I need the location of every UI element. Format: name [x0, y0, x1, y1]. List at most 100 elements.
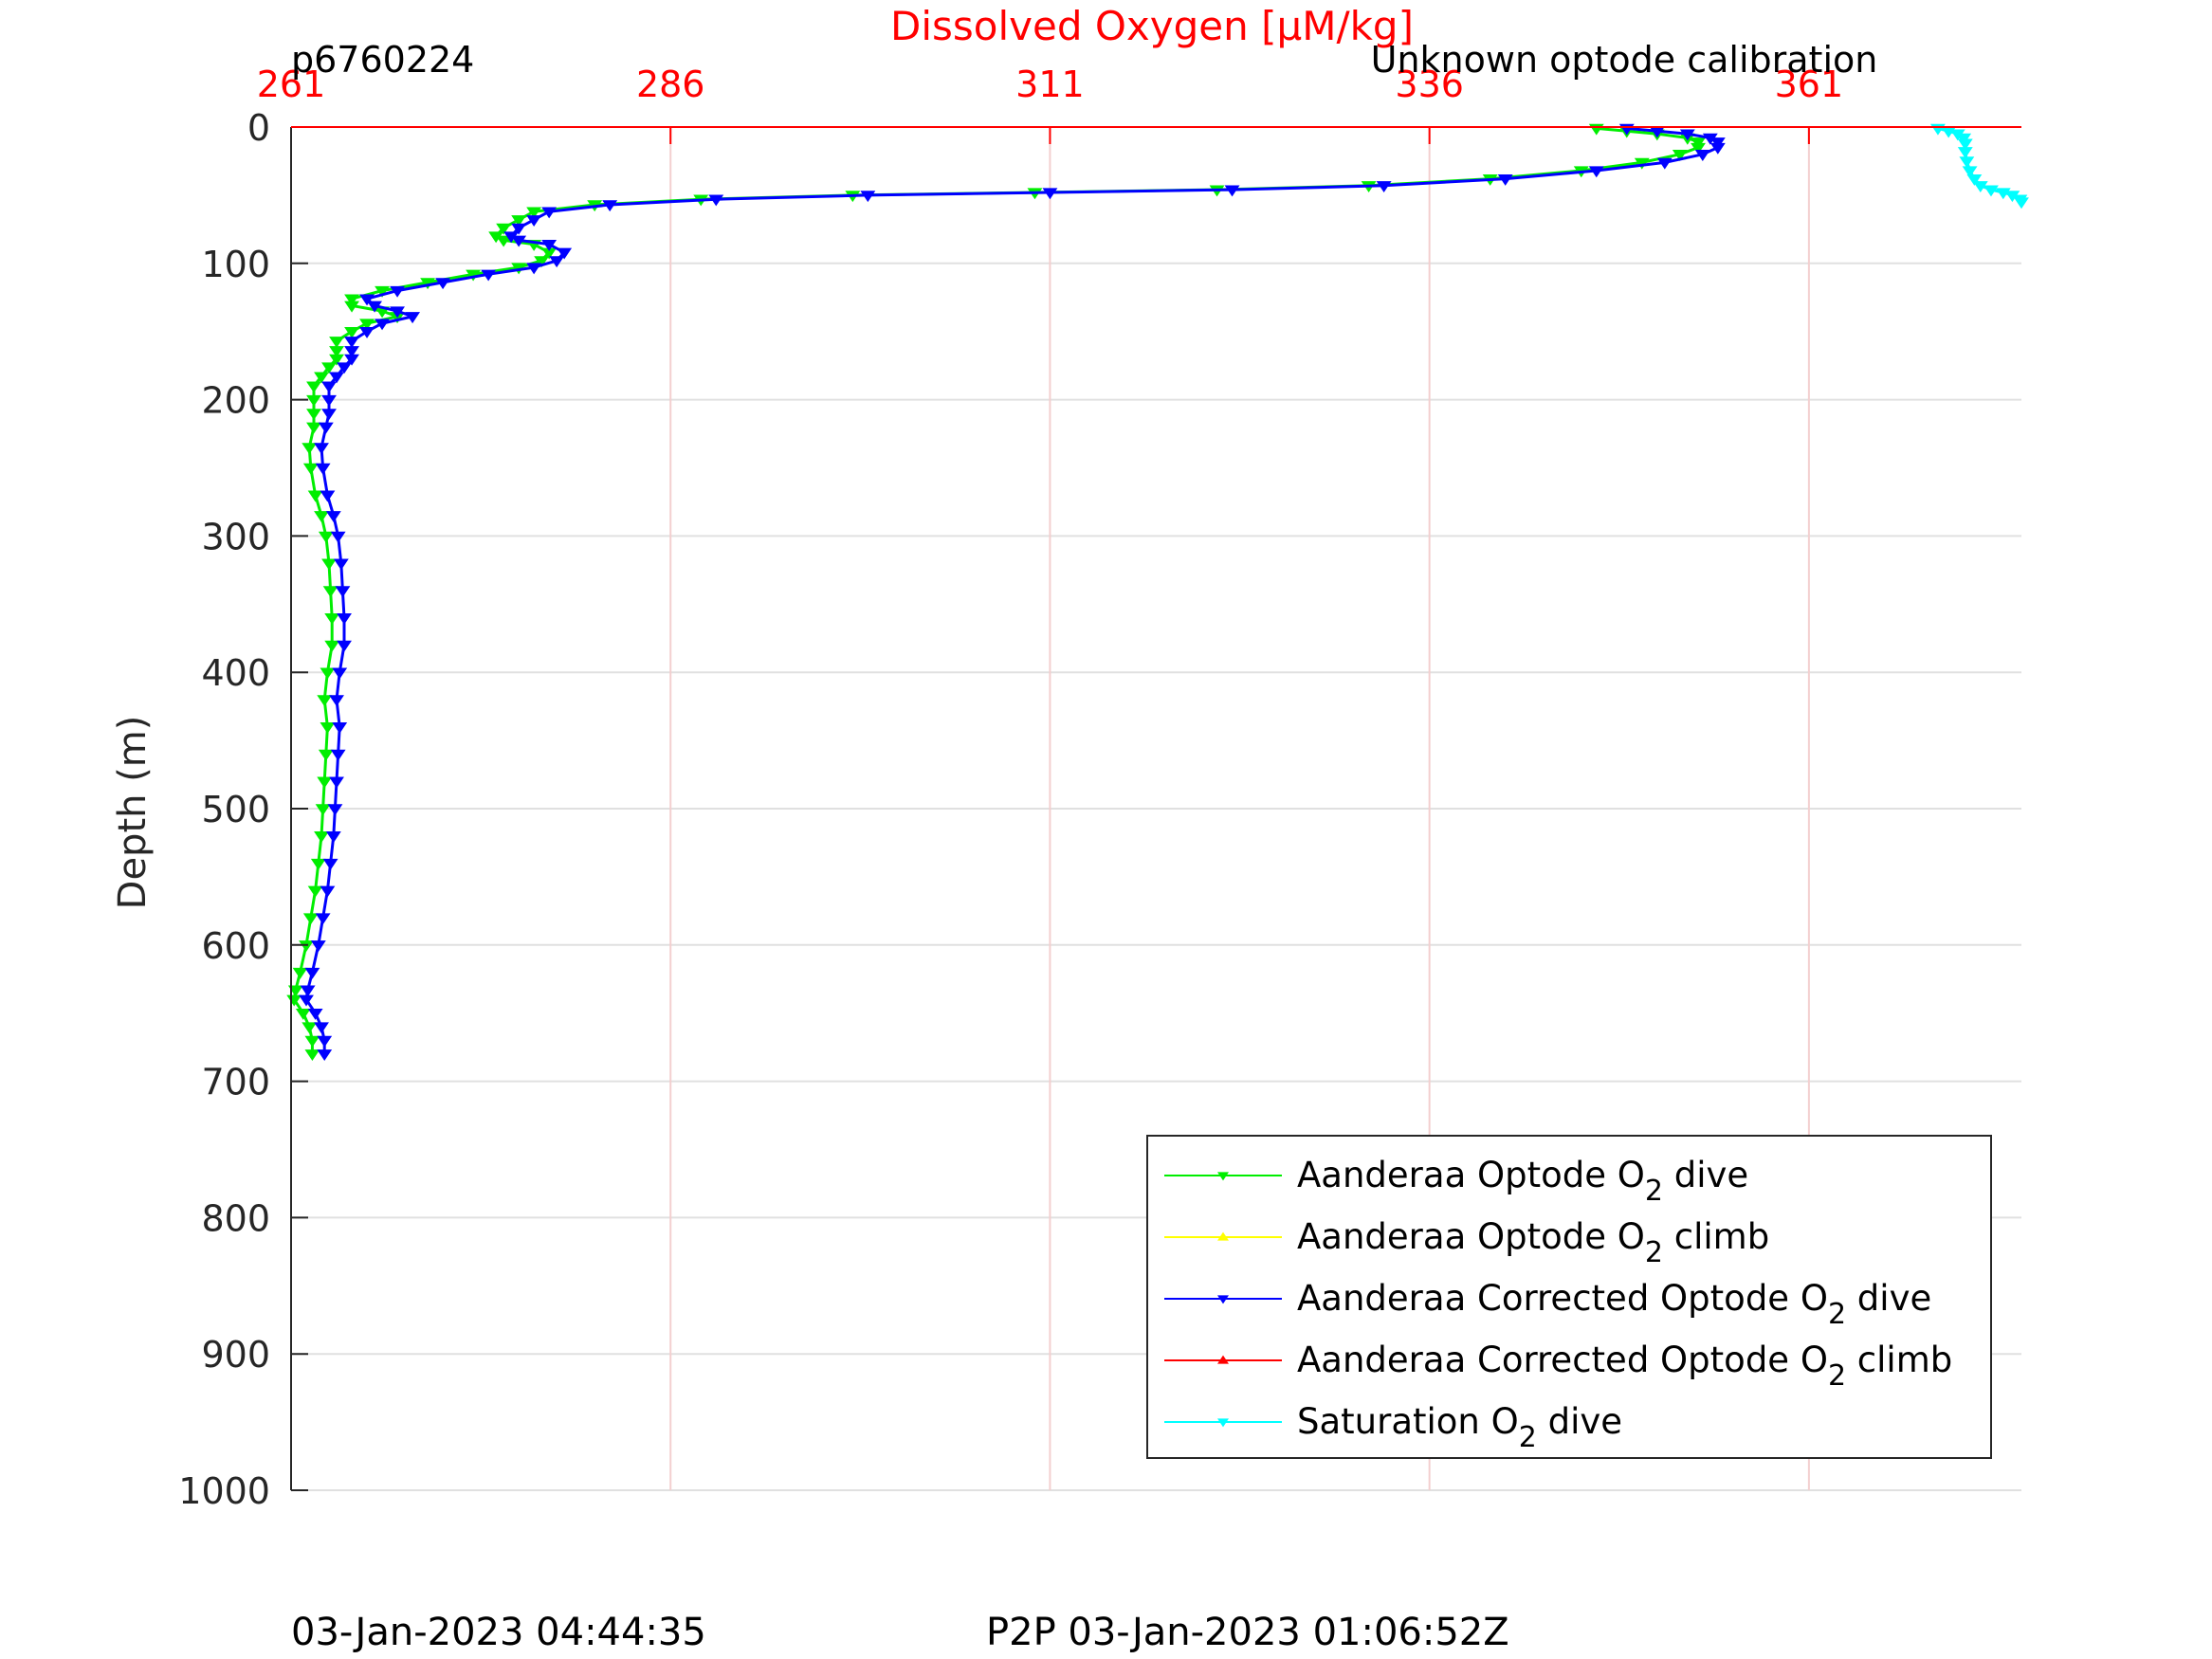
data-point — [496, 223, 512, 235]
legend-item: Aanderaa Optode O2 climb — [1164, 1216, 1769, 1269]
data-point — [320, 885, 336, 898]
data-point — [1376, 181, 1392, 193]
legend-item: Aanderaa Corrected Optode O2 dive — [1164, 1278, 1931, 1331]
y-tick-label: 1000 — [178, 1470, 270, 1512]
data-point — [1956, 133, 1972, 145]
data-point — [321, 381, 337, 393]
footer-right-timestamp: P2P 03-Jan-2023 01:06:52Z — [986, 1611, 1509, 1654]
data-point — [324, 612, 340, 625]
data-point — [310, 858, 326, 870]
data-point — [2014, 197, 2029, 210]
y-tick-label: 800 — [201, 1197, 270, 1239]
data-point — [860, 191, 876, 203]
data-point — [306, 422, 321, 434]
data-point — [329, 337, 344, 348]
data-point — [317, 695, 333, 707]
data-point — [329, 354, 344, 366]
series-2 — [299, 123, 1726, 1062]
data-point — [315, 463, 331, 475]
data-point — [315, 804, 331, 816]
data-point — [1691, 142, 1706, 155]
y-tick-label: 500 — [201, 789, 270, 830]
data-point — [321, 362, 337, 374]
data-point — [306, 381, 321, 393]
legend-item: Saturation O2 dive — [1164, 1401, 1622, 1454]
data-point — [314, 372, 329, 384]
data-point — [344, 294, 359, 306]
data-point — [708, 194, 724, 207]
data-point — [344, 301, 359, 313]
data-point — [315, 913, 331, 925]
data-point — [359, 319, 375, 331]
y-tick-label: 900 — [201, 1334, 270, 1376]
series-0 — [286, 123, 1706, 1062]
series-line — [292, 126, 1700, 1054]
data-point — [541, 207, 558, 219]
data-point — [299, 994, 314, 1007]
legend-item: Aanderaa Corrected Optode O2 climb — [1164, 1340, 1952, 1393]
data-point — [302, 443, 318, 455]
legend-marker — [1217, 1172, 1229, 1181]
series-4 — [1930, 123, 2029, 210]
data-point — [1957, 147, 1973, 159]
data-point — [1042, 188, 1058, 200]
data-point — [390, 285, 405, 298]
data-point — [321, 409, 337, 421]
data-point — [295, 1009, 311, 1020]
data-point — [318, 531, 334, 543]
chart-title: Dissolved Oxygen [μM/kg] — [890, 3, 1414, 49]
y-tick-label: 0 — [247, 107, 270, 149]
data-point — [320, 667, 336, 680]
data-point — [292, 967, 308, 979]
data-point — [1694, 150, 1710, 161]
x-tick-label: 286 — [636, 64, 705, 105]
data-point — [511, 223, 527, 235]
calibration-note: Unknown optode calibration — [1371, 39, 1878, 81]
data-point — [526, 207, 542, 219]
data-point — [534, 256, 550, 268]
data-point — [1959, 156, 1975, 169]
data-point — [322, 858, 338, 870]
data-point — [332, 667, 348, 680]
data-point — [320, 722, 336, 734]
data-point — [314, 831, 329, 843]
data-point — [1966, 173, 1983, 186]
data-point — [327, 804, 343, 816]
data-point — [526, 215, 542, 227]
data-point — [1679, 129, 1695, 141]
data-point — [332, 722, 348, 734]
data-point — [602, 200, 618, 212]
data-point — [333, 558, 349, 571]
data-point — [317, 1049, 333, 1062]
data-point — [526, 263, 542, 275]
data-point — [314, 511, 329, 523]
data-point — [314, 1022, 329, 1034]
data-point — [405, 312, 421, 324]
legend-item: Aanderaa Optode O2 dive — [1164, 1155, 1748, 1208]
data-point — [306, 409, 321, 421]
legend-box — [1146, 1135, 1992, 1459]
data-point — [344, 337, 359, 348]
y-tick-label: 700 — [201, 1062, 270, 1103]
data-point — [304, 1049, 320, 1062]
data-point — [329, 346, 344, 358]
data-point — [1962, 166, 1978, 178]
data-point — [306, 394, 321, 407]
data-point — [302, 913, 319, 925]
x-tick-label: 261 — [257, 64, 326, 105]
y-tick-label: 300 — [201, 516, 270, 557]
x-tick-label: 336 — [1395, 64, 1464, 105]
data-point — [359, 294, 375, 306]
data-point — [307, 885, 323, 898]
data-point — [435, 278, 451, 290]
data-point — [344, 346, 359, 358]
x-tick-label: 311 — [1015, 64, 1085, 105]
data-point — [1588, 166, 1604, 178]
y-tick-label: 400 — [201, 652, 270, 694]
legend-marker — [1217, 1418, 1229, 1428]
data-point — [304, 967, 320, 979]
data-point — [375, 285, 390, 298]
data-point — [344, 327, 359, 338]
legend-label: Saturation O2 dive — [1297, 1401, 1622, 1454]
legend-marker — [1217, 1295, 1229, 1304]
